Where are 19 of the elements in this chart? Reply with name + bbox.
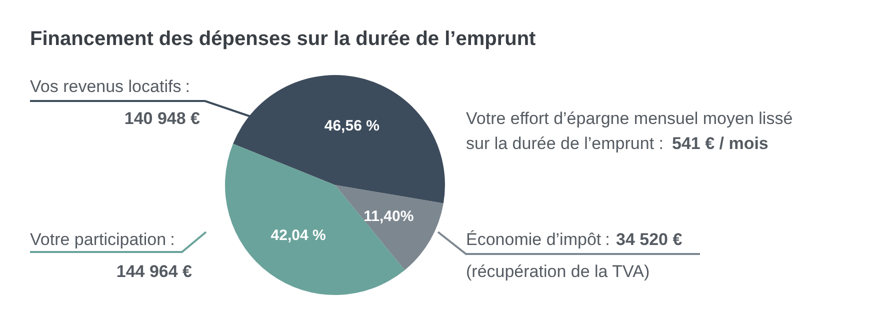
pie-slice — [335, 185, 444, 270]
data-label: 46,56 % — [324, 117, 380, 134]
data-label: 11,40% — [364, 208, 414, 226]
text: 144 964 € — [116, 262, 193, 281]
text: Votre effort d’épargne mensuel moyen lissé — [466, 109, 793, 128]
text: : — [605, 230, 610, 249]
text: 140 948 € — [124, 109, 201, 128]
slice-label: Vos revenus locatifs — [30, 77, 182, 96]
chart-title: Financement des dépenses sur la durée de l’emprunt — [30, 28, 536, 50]
data-label: 42,04 % — [270, 226, 326, 244]
text: (récupération de la TVA) — [466, 262, 650, 281]
text: : — [170, 230, 175, 249]
text: 34 520 € — [616, 230, 683, 249]
text: sur la durée de l’emprunt : — [466, 134, 664, 153]
slice-label: Votre participation — [30, 230, 166, 249]
text: 541 € / mois — [672, 134, 768, 153]
slice-label: Économie d’impôt — [466, 230, 602, 249]
text: : — [185, 77, 190, 96]
pie-slice — [233, 75, 445, 204]
